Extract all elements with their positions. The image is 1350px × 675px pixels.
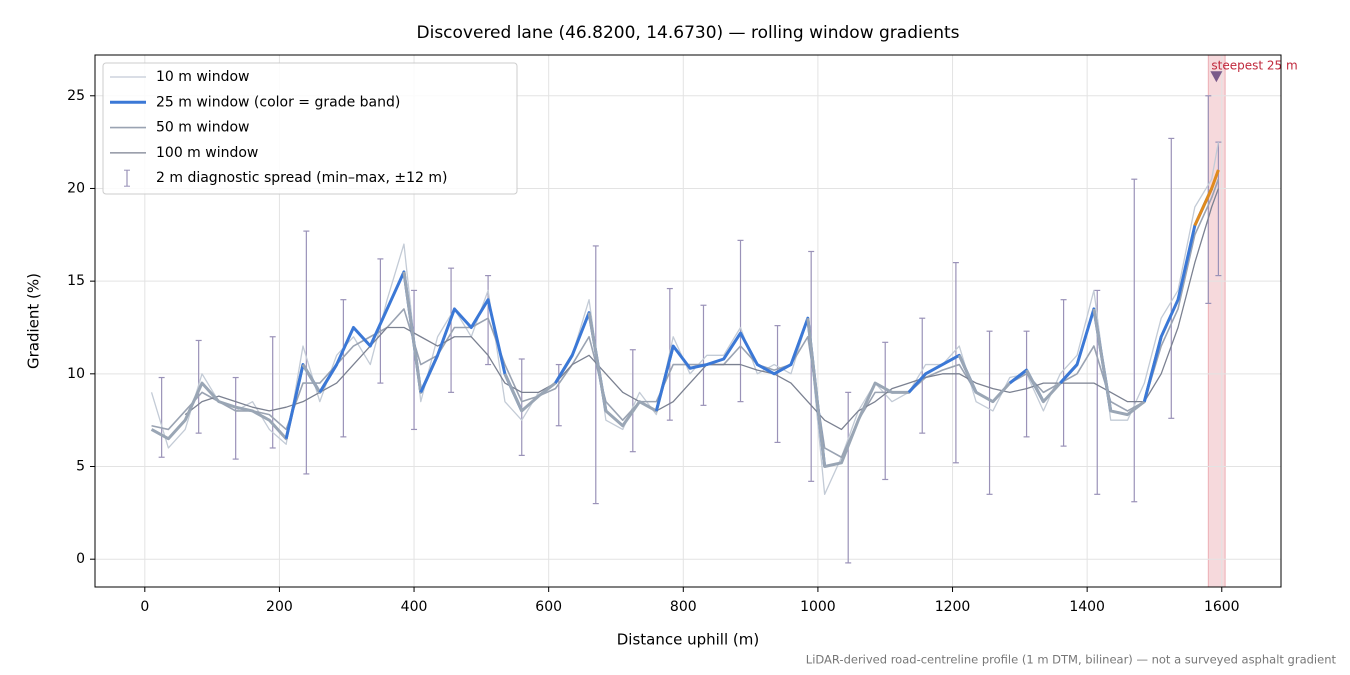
spread-bar (232, 376, 239, 460)
plot-frame (94, 54, 1282, 588)
legend-label: 50 m window (156, 120, 249, 136)
y-tick-label: 10 (67, 366, 85, 382)
spread-bar (411, 289, 418, 431)
series-line (419, 298, 524, 412)
chart-title: Discovered lane (46.8200, 14.6730) — rol… (417, 23, 960, 43)
x-tick-label: 600 (535, 599, 562, 615)
x-tick-label: 800 (670, 599, 697, 615)
spread-bar (1060, 299, 1067, 447)
steepest-marker (1210, 71, 1223, 83)
spread-bar (882, 341, 889, 481)
steepest-band (1207, 54, 1226, 588)
legend-label: 25 m window (color = grade band) (156, 94, 400, 110)
spread-bar (700, 304, 707, 406)
spread-bar (340, 299, 347, 438)
y-tick-label: 20 (67, 180, 85, 196)
series-line (654, 316, 827, 467)
y-axis-label: Gradient (%) (25, 273, 43, 369)
spread-bar (808, 250, 815, 482)
x-tick-label: 1400 (1069, 599, 1105, 615)
spread-bar (269, 336, 276, 449)
series-line (150, 142, 1220, 495)
spread-bar (1131, 178, 1138, 503)
series-line (1193, 169, 1220, 227)
spread-bar (629, 349, 636, 453)
footnote: LiDAR-derived road-centreline profile (1… (806, 653, 1337, 667)
series-line (150, 364, 305, 441)
series-line (318, 270, 423, 394)
spread-bar (518, 358, 525, 456)
spread-bar (952, 262, 959, 464)
spread-bar (303, 230, 310, 475)
x-tick-label: 200 (266, 599, 293, 615)
series-line (503, 354, 574, 413)
spread-bar (1205, 95, 1212, 304)
spread-bar (845, 391, 852, 564)
x-tick-label: 1600 (1204, 599, 1240, 615)
spread-bar (1023, 330, 1030, 438)
legend-label: 100 m window (156, 145, 258, 161)
spread-bar (986, 330, 993, 495)
legend: 10 m window 25 m window (color = grade ba… (102, 62, 518, 195)
x-tick-label: 400 (401, 599, 428, 615)
x-axis-label: Distance uphill (m) (617, 631, 759, 649)
spread-bar (158, 376, 165, 458)
spread-bar (737, 239, 744, 403)
spread-bar (592, 245, 599, 505)
series-line (1092, 308, 1163, 417)
series-line (151, 178, 1220, 459)
y-tick-label: 5 (76, 459, 85, 475)
legend-label: 2 m diagnostic spread (min–max, ±12 m) (156, 170, 447, 186)
series-line (806, 318, 927, 469)
x-tick-label: 1200 (935, 599, 971, 615)
legend-label: 10 m window (156, 69, 249, 85)
spread-bar (774, 325, 781, 444)
spread-bar (1168, 137, 1175, 419)
y-tick-label: 0 (76, 551, 85, 567)
y-tick-label: 25 (67, 88, 85, 104)
annotation: steepest 25 m (1211, 59, 1297, 73)
y-tick-label: 15 (67, 273, 85, 289)
x-tick-label: 1000 (800, 599, 836, 615)
x-tick-label: 0 (140, 599, 149, 615)
legend-box (102, 62, 518, 195)
spread-bar (448, 267, 455, 393)
